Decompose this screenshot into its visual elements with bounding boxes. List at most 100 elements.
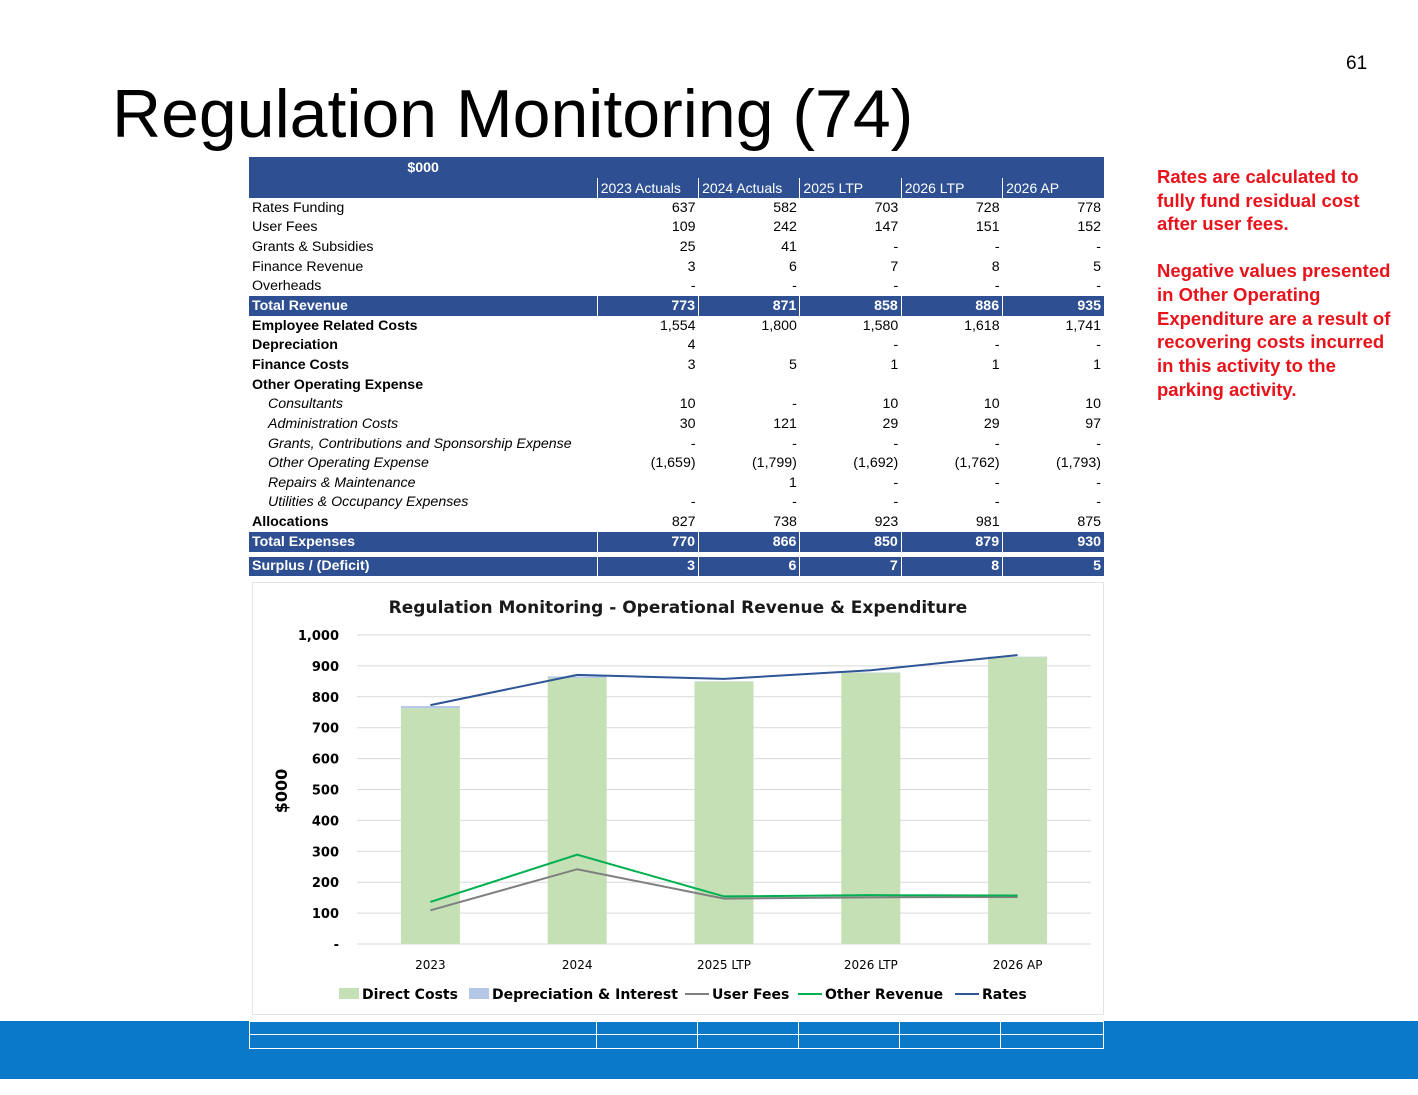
row-label: Finance Revenue	[252, 258, 364, 275]
row-label: Consultants	[268, 396, 343, 413]
row-label: Employee Related Costs	[252, 317, 418, 334]
row-value: 930	[1002, 531, 1104, 552]
row-value: 151	[975, 219, 1000, 236]
footer-table-lines	[249, 1021, 1104, 1049]
row-value: 858	[799, 296, 902, 316]
y-tick-label: 600	[312, 753, 339, 768]
bar-direct-costs	[841, 672, 901, 944]
row-value: 871	[698, 296, 800, 316]
row-value: 3	[687, 356, 696, 373]
row-label: Repairs & Maintenance	[268, 474, 416, 491]
table-row: User Fees 109 242 147 151 152	[249, 218, 1104, 238]
table-header-row: 2023 Actuals 2024 Actuals 2025 LTP 2026 …	[249, 178, 1104, 198]
table-row: Grants, Contributions and Sponsorship Ex…	[249, 434, 1104, 454]
row-value: 1	[991, 356, 1000, 373]
row-value: 8	[900, 556, 1003, 577]
row-value: 3	[687, 258, 696, 275]
row-value: -	[893, 474, 899, 491]
row-value: 773	[596, 296, 699, 316]
y-tick-label: 900	[312, 660, 339, 675]
row-value: 242	[773, 219, 797, 236]
row-value: 121	[773, 415, 797, 432]
row-value	[597, 473, 698, 493]
bar-direct-costs	[547, 677, 607, 944]
row-value: -	[994, 494, 1000, 511]
row-value: 152	[1077, 219, 1101, 236]
row-value	[699, 375, 800, 395]
table-row: Other Operating Expense (1,659) (1,799) (1,…	[249, 453, 1104, 473]
table-row: Depreciation 4 - - -	[249, 335, 1104, 355]
row-value	[597, 375, 698, 395]
row-value: 1	[1093, 356, 1101, 373]
legend-label: Other Revenue	[825, 987, 943, 1003]
legend-label: Rates	[982, 987, 1027, 1003]
row-value: 5	[1002, 556, 1104, 577]
row-value: 827	[671, 514, 696, 531]
row-label: Overheads	[252, 278, 322, 295]
row-value: 7	[890, 258, 899, 275]
x-tick-label: 2023	[415, 958, 446, 972]
table-total-row: Total Expenses 770 866 850 879 930	[249, 531, 1104, 552]
row-value: 30	[679, 415, 696, 432]
row-value: -	[1096, 239, 1101, 256]
row-value: 6	[789, 258, 797, 275]
y-tick-label: 100	[312, 907, 339, 922]
row-value: 1	[890, 356, 899, 373]
notes-panel: Rates are calculated to fully fund resid…	[1157, 165, 1397, 424]
row-value	[699, 335, 800, 355]
table-unit-row: $000	[249, 157, 1104, 178]
row-label: Surplus / (Deficit)	[249, 556, 598, 577]
row-value: 1,554	[660, 317, 696, 334]
row-value: (1,799)	[751, 455, 797, 472]
row-value: 875	[1077, 514, 1101, 531]
x-tick-label: 2025 LTP	[697, 958, 751, 972]
row-value: 10	[882, 396, 899, 413]
row-value: -	[893, 239, 899, 256]
row-label: Administration Costs	[268, 415, 399, 432]
line-rates	[430, 654, 1018, 707]
row-value: 879	[900, 531, 1003, 552]
column-header: 2024 Actuals	[698, 178, 800, 198]
legend-swatch	[339, 988, 359, 999]
row-value: 1,741	[1065, 317, 1101, 334]
row-value: -	[994, 474, 1000, 491]
row-value: -	[893, 278, 899, 295]
row-value: 637	[671, 199, 696, 216]
row-value: 935	[1002, 296, 1104, 316]
legend-swatch	[469, 988, 489, 999]
row-value: -	[792, 278, 797, 295]
row-value: 778	[1077, 199, 1101, 216]
row-label: Grants & Subsidies	[252, 239, 374, 256]
note-rates: Rates are calculated to fully fund resid…	[1157, 166, 1360, 235]
page-title: Regulation Monitoring (74)	[112, 76, 914, 152]
column-header: 2026 LTP	[900, 178, 1003, 198]
column-header: 2023 Actuals	[596, 178, 699, 198]
row-value: 770	[596, 531, 699, 552]
row-value: -	[690, 435, 696, 452]
y-tick-label: 300	[312, 845, 339, 860]
row-label: Depreciation	[252, 337, 338, 354]
table-unit-label: $000	[249, 157, 598, 178]
row-value	[1003, 375, 1104, 395]
y-tick-label: -	[334, 938, 339, 953]
table-row: Finance Costs 3 5 1 1 1	[249, 355, 1104, 375]
row-value: 728	[975, 199, 1000, 216]
row-value: -	[994, 337, 1000, 354]
legend-label: Direct Costs	[362, 987, 458, 1003]
row-value: -	[893, 435, 899, 452]
y-tick-label: 700	[312, 722, 339, 737]
y-tick-label: 400	[312, 814, 339, 829]
bar-direct-costs	[988, 656, 1048, 944]
y-tick-label: 500	[312, 784, 339, 799]
row-value: 25	[679, 239, 696, 256]
row-label: Total Revenue	[249, 296, 598, 316]
row-label: Finance Costs	[252, 356, 349, 373]
row-value: 1,580	[862, 317, 899, 334]
row-value: -	[1096, 494, 1101, 511]
row-value: 7	[799, 556, 902, 577]
table-row: Administration Costs 30 121 29 29 97	[249, 414, 1104, 434]
row-value: 850	[799, 531, 902, 552]
table-total-row: Surplus / (Deficit) 3 6 7 8 5	[249, 556, 1104, 577]
bar-direct-costs	[400, 708, 460, 944]
row-value: 886	[900, 296, 1003, 316]
